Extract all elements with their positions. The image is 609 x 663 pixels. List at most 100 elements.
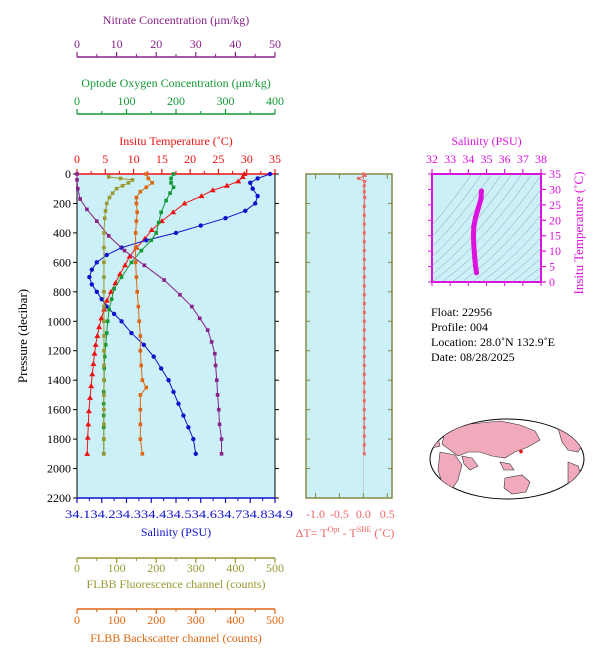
fluorescence-point <box>102 334 106 338</box>
backscatter-point <box>138 422 143 427</box>
fluorescence-point <box>120 183 125 188</box>
oxygen-point <box>119 275 124 279</box>
temperature-point <box>239 173 246 179</box>
delta-axis-label: ΔT= TOpt - TSBE (˚C) <box>296 525 395 540</box>
salinity-point <box>176 401 181 406</box>
ts-x-tick-label: 38 <box>535 152 547 166</box>
ts-point <box>473 264 479 270</box>
salinity-point <box>255 193 260 199</box>
backscatter-tick-label: 200 <box>147 613 165 627</box>
ts-isopycnal <box>432 174 493 248</box>
nitrate-point <box>75 186 80 191</box>
salinity-point <box>141 342 147 348</box>
temperature-point <box>91 350 98 356</box>
delta-point <box>362 266 366 270</box>
pressure-tick-label: 800 <box>53 285 71 299</box>
salinity-point <box>248 180 253 186</box>
backscatter-point <box>138 348 143 353</box>
pressure-tick-label: 2000 <box>47 462 71 476</box>
pressure-tick-label: 1600 <box>47 403 71 417</box>
temperature-tick-label: 5 <box>102 152 108 166</box>
ts-series <box>470 188 484 276</box>
ts-plot-area <box>431 173 542 283</box>
map-australia <box>503 474 531 495</box>
salinity-point <box>181 413 186 418</box>
delta-point <box>362 346 366 350</box>
backscatter-point <box>135 210 139 215</box>
delta-point <box>362 408 366 412</box>
backscatter-axis-label: FLBB Backscatter channel (counts) <box>90 631 262 645</box>
ts-x-tick-label: 34 <box>462 152 474 166</box>
backscatter-tick-label: 400 <box>226 613 244 627</box>
delta-label-sup: Opt <box>328 525 341 534</box>
fluorescence-point <box>102 290 106 294</box>
backscatter-point <box>138 393 143 397</box>
ts-isopycnal <box>432 174 503 258</box>
nitrate-point <box>219 437 224 441</box>
temperature-point <box>103 297 110 303</box>
delta-point <box>362 390 366 394</box>
backscatter-point <box>137 319 141 324</box>
temperature-point <box>84 450 91 456</box>
delta-point <box>362 337 366 341</box>
pressure-tick-label: 2200 <box>47 491 71 505</box>
salinity-point <box>223 215 228 221</box>
delta-point <box>362 284 366 288</box>
ts-y-tick-label: 30 <box>549 182 561 196</box>
temperature-point <box>235 178 242 184</box>
main-profile-plot: 0200400600800100012001400160018002000220… <box>15 13 293 645</box>
temperature-point <box>209 187 216 193</box>
fluorescence-tick-label: 100 <box>108 561 126 575</box>
temperature-point <box>87 394 94 400</box>
ts-x-tick-label: 33 <box>444 152 456 166</box>
delta-point <box>362 372 366 376</box>
oxygen-point <box>156 220 161 225</box>
delta-point <box>362 257 366 261</box>
backscatter-point <box>139 363 143 368</box>
fluorescence-tick-label: 0 <box>74 561 80 575</box>
nitrate-tick-label: 20 <box>150 37 162 51</box>
oxygen-point <box>109 297 114 301</box>
delta-series <box>357 172 367 456</box>
salinity-point <box>166 377 171 383</box>
fluorescence-point <box>102 304 106 309</box>
fluorescence-tick-label: 200 <box>147 561 165 575</box>
fluorescence-axis-label: FLBB Fluorescence channel (counts) <box>87 577 266 591</box>
ts-isopycnal <box>481 226 541 282</box>
salinity-point <box>129 330 134 336</box>
oxygen-point <box>105 319 110 324</box>
fluorescence-point <box>102 275 106 279</box>
temperature-point <box>116 271 123 277</box>
backscatter-point <box>140 452 145 456</box>
backscatter-point <box>133 245 138 250</box>
pressure-tick-label: 1400 <box>47 373 71 387</box>
nitrate-tick-label: 0 <box>74 37 80 51</box>
map-india <box>461 455 479 471</box>
ts-y-tick-label: 35 <box>549 167 561 181</box>
backscatter-point <box>144 172 149 176</box>
oxygen-tick-label: 100 <box>118 94 136 108</box>
salinity-point <box>119 319 124 324</box>
oxygen-point <box>102 354 107 359</box>
backscatter-tick-label: 100 <box>108 613 126 627</box>
ts-isopycnal <box>511 257 541 282</box>
world-map-inset <box>429 418 585 500</box>
pressure-tick-label: 600 <box>53 255 71 269</box>
fluorescence-point <box>102 245 106 250</box>
ts-y-tick-label: 5 <box>549 260 555 274</box>
fluorescence-point <box>110 191 115 195</box>
delta-point <box>362 416 366 420</box>
nitrate-tick-label: 40 <box>229 37 241 51</box>
ts-point <box>475 205 481 211</box>
pressure-tick-label: 0 <box>65 167 71 181</box>
oxygen-point <box>154 231 158 235</box>
oxygen-point <box>164 198 168 203</box>
ts-isopycnal <box>432 174 523 275</box>
delta-point <box>362 319 366 323</box>
fluorescence-point <box>104 201 109 206</box>
oxygen-axis-label: Optode Oxygen Concentration (μm/kg) <box>81 76 270 90</box>
salinity-point <box>255 176 260 181</box>
backscatter-point <box>136 304 141 309</box>
fluorescence-point <box>126 181 131 185</box>
ts-isopycnal <box>501 247 541 282</box>
